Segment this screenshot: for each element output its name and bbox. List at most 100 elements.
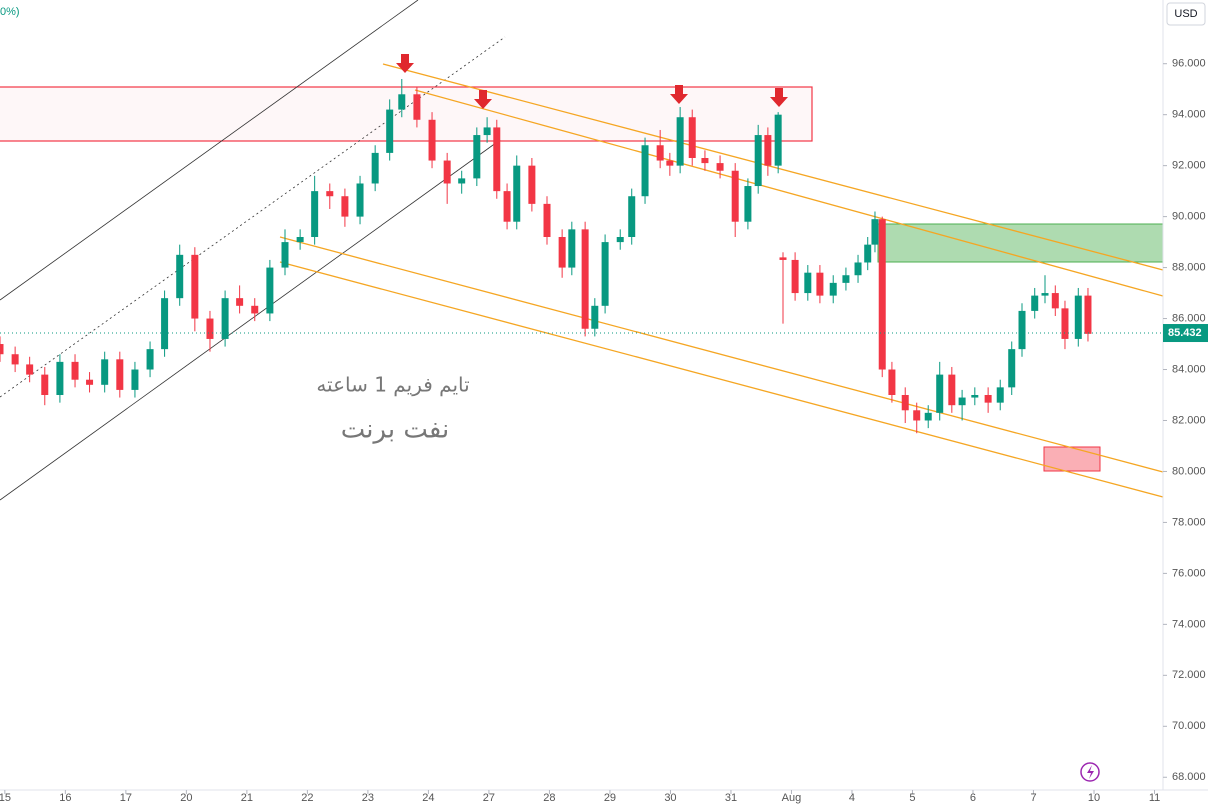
x-tick-label: 6 xyxy=(970,792,976,804)
y-tick-label: 84.000 xyxy=(1172,363,1206,375)
x-tick-label: 5 xyxy=(909,792,915,804)
candle-body xyxy=(1084,295,1092,334)
x-tick-label: 24 xyxy=(422,792,434,804)
candle-body xyxy=(754,135,762,187)
candle-body xyxy=(26,364,34,375)
channel-mid xyxy=(0,36,506,398)
y-tick-label: 82.000 xyxy=(1172,414,1206,426)
candle-body xyxy=(791,259,799,294)
candle-body xyxy=(779,257,787,260)
candle-body xyxy=(804,272,812,294)
candle-body xyxy=(701,158,709,164)
candle-body xyxy=(888,369,896,395)
candle-body xyxy=(628,196,636,237)
candle-body xyxy=(1074,295,1082,339)
y-tick-label: 68.000 xyxy=(1172,771,1206,783)
candle-body xyxy=(458,178,466,184)
candle-body xyxy=(676,117,684,166)
x-tick-label: 30 xyxy=(664,792,676,804)
currency[interactable]: USD xyxy=(1174,8,1197,20)
candle-body xyxy=(656,145,664,161)
candle-body xyxy=(774,114,782,166)
candle-body xyxy=(311,191,319,237)
candle-body xyxy=(716,163,724,171)
last-price-label: 85.432 xyxy=(1168,327,1202,339)
arrow xyxy=(396,54,414,73)
y-tick-label: 92.000 xyxy=(1172,160,1206,172)
candle-body xyxy=(413,94,421,120)
candle-body xyxy=(161,298,169,350)
candle-body xyxy=(996,387,1004,403)
y-tick-label: 76.000 xyxy=(1172,567,1206,579)
arrow xyxy=(670,85,688,104)
candle-body xyxy=(206,318,214,339)
candle-body xyxy=(971,395,979,398)
x-tick-label: 23 xyxy=(362,792,374,804)
candle-body xyxy=(924,412,932,421)
candle-body xyxy=(1031,295,1039,311)
candle-body xyxy=(581,229,589,329)
arrow xyxy=(770,88,788,107)
candle-body xyxy=(871,219,879,245)
x-tick-label: 28 xyxy=(543,792,555,804)
candle-body xyxy=(473,135,481,179)
candle-body xyxy=(958,397,966,406)
candle-body xyxy=(1061,308,1069,339)
candle-body xyxy=(1008,349,1016,388)
x-tick-label: 31 xyxy=(725,792,737,804)
candle-body xyxy=(251,305,259,314)
candle-body xyxy=(688,117,696,158)
trend-line xyxy=(382,63,1164,271)
trend-line xyxy=(414,89,1164,297)
x-tick-label: 7 xyxy=(1030,792,1036,804)
candle-body xyxy=(296,237,304,243)
candle-body xyxy=(816,272,824,296)
candle-body xyxy=(443,160,451,184)
candle-body xyxy=(356,183,364,217)
candle-body xyxy=(493,127,501,192)
arrow xyxy=(474,90,492,109)
y-tick-label: 74.000 xyxy=(1172,618,1206,630)
candle-body xyxy=(191,254,199,319)
x-tick-label: 11 xyxy=(1149,792,1160,804)
y-tick-label: 70.000 xyxy=(1172,720,1206,732)
candle-body xyxy=(131,369,139,390)
y-tick-label: 90.000 xyxy=(1172,211,1206,223)
x-tick-label: 10 xyxy=(1088,792,1100,804)
trend-line xyxy=(279,261,1164,498)
candle-body xyxy=(71,361,79,380)
candle-body xyxy=(281,242,289,268)
candle-body xyxy=(1018,310,1026,350)
candle-body xyxy=(641,145,649,197)
x-tick-label: 17 xyxy=(120,792,132,804)
candle-body xyxy=(371,152,379,184)
candle-body xyxy=(913,410,921,421)
x-tick-label: 22 xyxy=(301,792,313,804)
candle-body xyxy=(326,191,334,197)
candle-body xyxy=(513,165,521,222)
flash-icon[interactable] xyxy=(1080,762,1100,782)
y-tick-label: 80.000 xyxy=(1172,465,1206,477)
candle-body xyxy=(601,242,609,306)
currency-box[interactable] xyxy=(1166,2,1206,26)
trend-line xyxy=(279,236,1164,473)
candle-body xyxy=(86,379,94,385)
x-tick-label: 21 xyxy=(241,792,253,804)
flash-glyph xyxy=(1087,765,1094,779)
candle-body xyxy=(503,191,511,222)
y-tick-label: 96.000 xyxy=(1172,58,1206,70)
y-tick-label: 88.000 xyxy=(1172,261,1206,273)
candle-body xyxy=(616,237,624,243)
candle-body xyxy=(528,165,536,204)
x-tick-label: 27 xyxy=(483,792,495,804)
candle-body xyxy=(901,395,909,411)
candle-body xyxy=(341,196,349,217)
candle-body xyxy=(221,298,229,339)
candle-body xyxy=(829,282,837,296)
y-tick-label: 94.000 xyxy=(1172,109,1206,121)
candle-body xyxy=(116,359,124,390)
annotation: نفت برنت xyxy=(341,415,450,445)
plot xyxy=(0,79,1092,434)
candle-body xyxy=(764,135,772,166)
